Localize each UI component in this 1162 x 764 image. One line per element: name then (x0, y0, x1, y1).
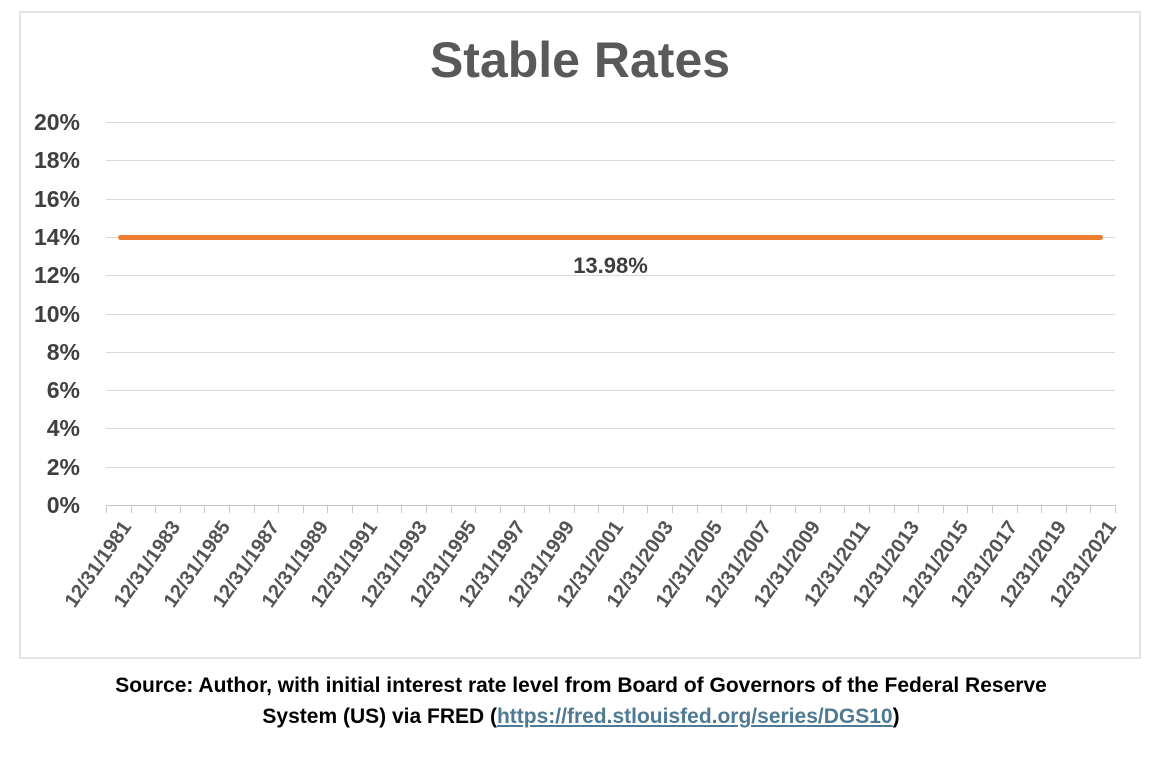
x-axis-tick (622, 505, 624, 513)
fred-link[interactable]: https://fred.stlouisfed.org/series/DGS10 (496, 705, 893, 728)
y-tick-label: 2% (46, 453, 80, 480)
x-axis-tick (229, 505, 231, 513)
gridline (106, 466, 1115, 468)
caption-line1: Source: Author, with initial interest ra… (115, 674, 1047, 697)
gridline (106, 160, 1115, 162)
x-axis-tick (524, 505, 526, 513)
x-axis-tick (1016, 505, 1018, 513)
y-tick-label: 16% (33, 185, 80, 212)
y-tick-label: 8% (46, 338, 80, 365)
x-axis-tick (278, 505, 280, 513)
x-axis-tick (425, 505, 427, 513)
x-axis-tick (302, 505, 304, 513)
x-axis-tick (672, 505, 674, 513)
x-axis-tick (721, 505, 723, 513)
x-axis-tick (204, 505, 206, 513)
data-label: 13.98% (573, 253, 648, 279)
x-axis-tick (475, 505, 477, 513)
chart-figure: Stable Rates 20% 18% 16% 14% 12% 10% 8% 6% 4% 2% 0… (19, 11, 1141, 659)
y-tick-label: 12% (33, 262, 80, 289)
x-axis-tick (548, 505, 550, 513)
caption-line2-prefix: System (US) via FRED ( (262, 705, 497, 728)
y-tick-label: 14% (33, 223, 80, 250)
gridline (106, 428, 1115, 430)
x-axis-tick (893, 505, 895, 513)
x-axis-line (106, 505, 1115, 506)
x-axis-tick (795, 505, 797, 513)
y-tick-label: 20% (33, 109, 80, 135)
x-axis-tick (844, 505, 846, 513)
x-axis-tick (376, 505, 378, 513)
source-caption: Source: Author, with initial interest ra… (0, 670, 1162, 732)
x-axis-tick (573, 505, 575, 513)
y-tick-label: 6% (46, 377, 80, 404)
y-tick-label: 10% (33, 300, 80, 327)
series-line-interest-rate (118, 234, 1103, 240)
x-axis-tick (991, 505, 993, 513)
y-tick-label: 0% (46, 492, 80, 518)
x-axis-tick (155, 505, 157, 513)
x-axis-tick (696, 505, 698, 513)
gridline (106, 275, 1115, 277)
x-axis-tick (401, 505, 403, 513)
gridline (106, 390, 1115, 392)
x-axis-tick (499, 505, 501, 513)
x-axis-tick (106, 505, 107, 513)
x-axis-tick (1065, 505, 1067, 513)
x-axis-tick (942, 505, 944, 513)
x-axis-tick (1041, 505, 1043, 513)
x-axis-tick (253, 505, 255, 513)
gridline (106, 122, 1115, 123)
x-axis-tick (647, 505, 649, 513)
x-axis-tick (450, 505, 452, 513)
chart-title: Stable Rates (429, 32, 731, 88)
y-tick-label: 18% (33, 147, 80, 174)
gridline (106, 351, 1115, 353)
y-tick-label: 4% (46, 415, 80, 442)
x-axis-tick (967, 505, 969, 513)
plot-area: 20% 18% 16% 14% 12% 10% 8% 6% 4% 2% 0% 12/31/1981 1… (21, 13, 1139, 657)
gridline (106, 198, 1115, 200)
x-axis-tick (130, 505, 132, 513)
x-axis-tick (745, 505, 747, 513)
x-axis-tick (868, 505, 870, 513)
x-axis-tick (352, 505, 354, 513)
caption-line2-suffix: ) (892, 705, 900, 728)
x-axis-tick (819, 505, 821, 513)
x-axis-tick (1115, 505, 1116, 513)
x-axis-tick (918, 505, 920, 513)
x-axis-tick (1090, 505, 1092, 513)
x-axis-tick (327, 505, 329, 513)
x-axis-tick (179, 505, 181, 513)
gridline (106, 313, 1115, 315)
x-axis-tick (598, 505, 600, 513)
x-axis-tick (770, 505, 772, 513)
